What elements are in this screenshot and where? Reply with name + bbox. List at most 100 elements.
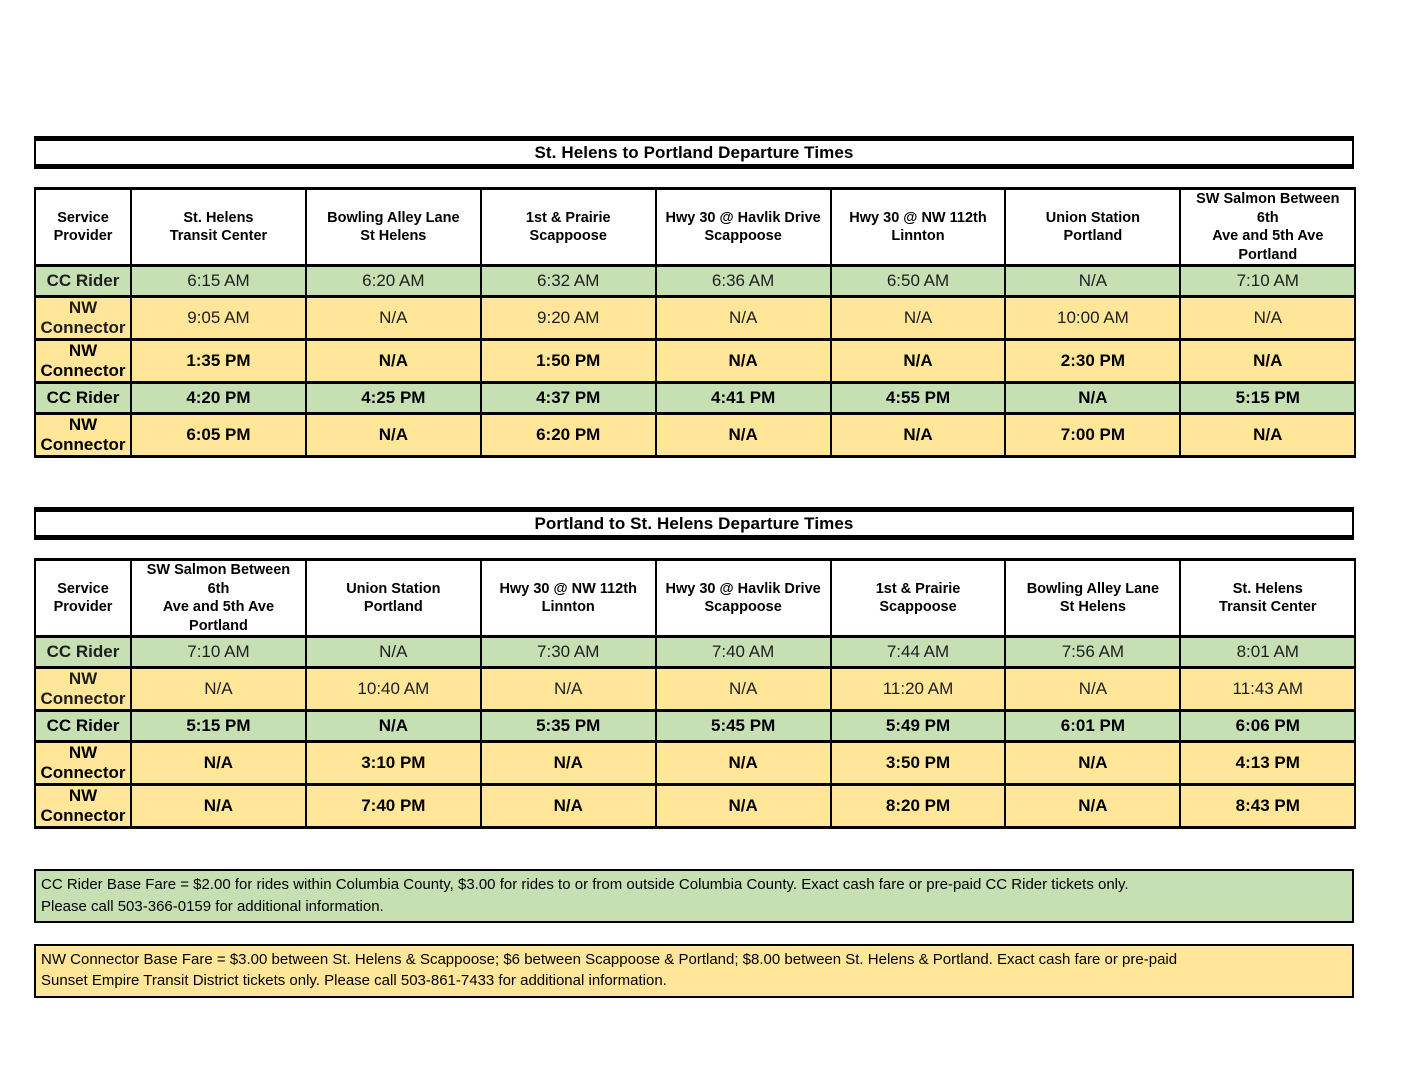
service-provider-cell: NW Connector: [34, 740, 132, 787]
schedule-row: NW Connector N/A 10:40 AM N/A N/A 11:20 AM N/A…: [34, 666, 1357, 713]
column-header: Hwy 30 @ NW 112th Linnton: [479, 558, 657, 639]
departure-table-portland-to-st-helens: Service Provider SW Salmon Between 6th Av…: [34, 558, 1357, 830]
schedule-page: St. Helens to Portland Departure Times S…: [34, 136, 1357, 998]
departure-table-st-helens-to-portland: Service Provider St. Helens Transit Cente…: [34, 186, 1357, 459]
header-row: Service Provider SW Salmon Between 6th Av…: [34, 558, 1357, 639]
departure-time-cell: N/A: [1179, 338, 1357, 385]
fare-note-line: NW Connector Base Fare = $3.00 between S…: [41, 950, 1178, 968]
departure-time-cell: 6:01 PM: [1004, 709, 1182, 744]
departure-time-cell: N/A: [1179, 412, 1357, 459]
column-header: Service Provider: [34, 186, 132, 268]
fare-note-line: Sunset Empire Transit District tickets o…: [41, 972, 667, 990]
schedule-row: NW Connector 1:35 PM N/A 1:50 PM N/A N/A 2:30 …: [34, 338, 1357, 385]
column-header: St. Helens Transit Center: [1179, 558, 1357, 639]
departure-time-cell: 6:15 AM: [130, 264, 307, 299]
service-provider-cell: CC Rider: [34, 635, 132, 670]
departure-time-cell: 7:10 AM: [1179, 264, 1357, 299]
schedule-row: NW Connector N/A 3:10 PM N/A N/A 3:50 PM N/A 4:…: [34, 740, 1357, 787]
departure-time-cell: 5:45 PM: [654, 709, 832, 744]
departure-time-cell: N/A: [304, 295, 482, 342]
schedule-row: CC Rider 6:15 AM 6:20 AM 6:32 AM 6:36 AM 6:50…: [34, 264, 1357, 299]
departure-time-cell: 8:01 AM: [1179, 635, 1357, 670]
departure-time-cell: 6:20 AM: [304, 264, 482, 299]
departure-time-cell: 1:35 PM: [130, 338, 307, 385]
column-header: Union Station Portland: [304, 558, 482, 639]
schedule-row: CC Rider 7:10 AM N/A 7:30 AM 7:40 AM 7:44 AM 7…: [34, 635, 1357, 670]
departure-time-cell: N/A: [304, 412, 482, 459]
departure-time-cell: N/A: [654, 338, 832, 385]
service-provider-cell: NW Connector: [34, 412, 132, 459]
departure-time-cell: 7:40 AM: [654, 635, 832, 670]
column-header: SW Salmon Between 6th Ave and 5th Ave Po…: [1179, 186, 1357, 268]
schedule-row: NW Connector 6:05 PM N/A 6:20 PM N/A N/A 7:00 …: [34, 412, 1357, 459]
departure-time-cell: 6:36 AM: [654, 264, 832, 299]
departure-time-cell: N/A: [304, 709, 482, 744]
column-header: 1st & Prairie Scappoose: [479, 186, 657, 268]
departure-time-cell: 7:30 AM: [479, 635, 657, 670]
departure-time-cell: 3:50 PM: [829, 740, 1007, 787]
service-provider-cell: CC Rider: [34, 709, 132, 744]
column-header: Service Provider: [34, 558, 132, 639]
departure-time-cell: 7:44 AM: [829, 635, 1007, 670]
service-provider-cell: CC Rider: [34, 264, 132, 299]
departure-time-cell: 5:15 PM: [1179, 381, 1357, 416]
service-provider-cell: NW Connector: [34, 783, 132, 830]
service-provider-cell: NW Connector: [34, 338, 132, 385]
departure-time-cell: 4:20 PM: [130, 381, 307, 416]
departure-time-cell: N/A: [1004, 783, 1182, 830]
table-title-text: St. Helens to Portland Departure Times: [534, 142, 854, 162]
departure-time-cell: 7:00 PM: [1004, 412, 1182, 459]
departure-time-cell: N/A: [130, 783, 307, 830]
column-header: Bowling Alley Lane St Helens: [1004, 558, 1182, 639]
departure-time-cell: N/A: [1004, 381, 1182, 416]
departure-time-cell: N/A: [1004, 264, 1182, 299]
departure-time-cell: 4:25 PM: [304, 381, 482, 416]
column-header: St. Helens Transit Center: [130, 186, 307, 268]
departure-time-cell: N/A: [479, 740, 657, 787]
nw-connector-fare-note: NW Connector Base Fare = $3.00 between S…: [34, 943, 1354, 998]
departure-time-cell: 4:41 PM: [654, 381, 832, 416]
departure-time-cell: 7:56 AM: [1004, 635, 1182, 670]
header-row: Service Provider St. Helens Transit Cente…: [34, 186, 1357, 268]
departure-time-cell: 7:10 AM: [130, 635, 307, 670]
departure-time-cell: N/A: [479, 666, 657, 713]
departure-time-cell: 7:40 PM: [304, 783, 482, 830]
departure-time-cell: 8:20 PM: [829, 783, 1007, 830]
table-title-st-helens-to-portland: St. Helens to Portland Departure Times: [34, 136, 1354, 169]
fare-note-line: CC Rider Base Fare = $2.00 for rides wit…: [41, 876, 1129, 894]
departure-time-cell: N/A: [479, 783, 657, 830]
departure-time-cell: 3:10 PM: [304, 740, 482, 787]
departure-time-cell: N/A: [304, 338, 482, 385]
departure-time-cell: 6:32 AM: [479, 264, 657, 299]
service-provider-cell: NW Connector: [34, 666, 132, 713]
departure-time-cell: 6:20 PM: [479, 412, 657, 459]
table-title-text: Portland to St. Helens Departure Times: [534, 513, 854, 533]
departure-time-cell: 6:50 AM: [829, 264, 1007, 299]
departure-time-cell: N/A: [130, 740, 307, 787]
column-header: Hwy 30 @ Havlik Drive Scappoose: [654, 186, 832, 268]
departure-time-cell: N/A: [829, 338, 1007, 385]
schedule-row: CC Rider 4:20 PM 4:25 PM 4:37 PM 4:41 PM 4:55…: [34, 381, 1357, 416]
departure-time-cell: 9:05 AM: [130, 295, 307, 342]
column-header: Bowling Alley Lane St Helens: [304, 186, 482, 268]
departure-time-cell: N/A: [829, 412, 1007, 459]
table-title-portland-to-st-helens: Portland to St. Helens Departure Times: [34, 507, 1354, 541]
departure-time-cell: N/A: [304, 635, 482, 670]
departure-time-cell: 5:35 PM: [479, 709, 657, 744]
departure-time-cell: N/A: [1179, 295, 1357, 342]
departure-time-cell: N/A: [1004, 740, 1182, 787]
fare-note-line: Please call 503-366-0159 for additional …: [41, 897, 384, 915]
departure-time-cell: 4:13 PM: [1179, 740, 1357, 787]
column-header: SW Salmon Between 6th Ave and 5th Ave Po…: [130, 558, 307, 639]
departure-time-cell: N/A: [654, 666, 832, 713]
cc-rider-fare-note: CC Rider Base Fare = $2.00 for rides wit…: [34, 869, 1354, 923]
departure-time-cell: N/A: [130, 666, 307, 713]
departure-time-cell: N/A: [654, 783, 832, 830]
service-provider-cell: NW Connector: [34, 295, 132, 342]
service-provider-cell: CC Rider: [34, 381, 132, 416]
departure-time-cell: N/A: [829, 295, 1007, 342]
schedule-row: NW Connector N/A 7:40 PM N/A N/A 8:20 PM N/A 8:…: [34, 783, 1357, 830]
departure-time-cell: 11:20 AM: [829, 666, 1007, 713]
column-header: 1st & Prairie Scappoose: [829, 558, 1007, 639]
departure-time-cell: 11:43 AM: [1179, 666, 1357, 713]
